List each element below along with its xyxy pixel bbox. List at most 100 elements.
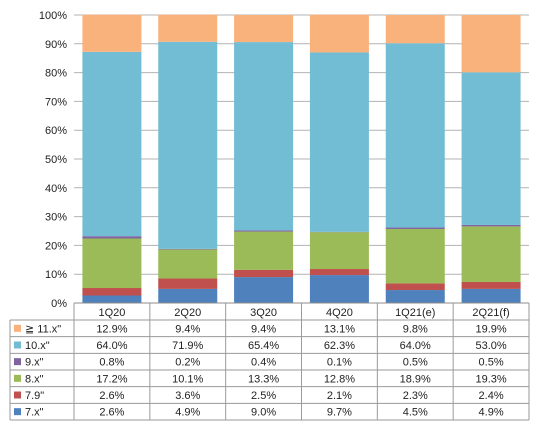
bar-segment xyxy=(385,227,445,229)
data-label: 62.3% xyxy=(324,340,355,352)
legend-swatch xyxy=(14,391,21,399)
x-tick-label: 3Q20 xyxy=(250,307,277,319)
bar-segment xyxy=(82,14,142,52)
y-tick-label: 0% xyxy=(51,298,67,310)
data-label: 18.9% xyxy=(400,373,431,385)
x-tick-label: 4Q20 xyxy=(326,307,353,319)
bar-segment xyxy=(309,52,369,232)
bar-segment xyxy=(385,43,445,228)
bar-segment xyxy=(234,15,294,43)
data-label: 2.1% xyxy=(327,390,352,402)
bar-segment xyxy=(158,41,218,249)
bar-segment xyxy=(234,277,294,303)
data-label: 9.8% xyxy=(403,323,428,335)
data-label: 65.4% xyxy=(248,340,279,352)
legend-label: 10.x" xyxy=(25,340,50,352)
bar-segment xyxy=(461,281,521,289)
data-label: 9.0% xyxy=(251,407,276,419)
gridlines xyxy=(74,14,529,304)
data-label: 0.2% xyxy=(175,357,200,369)
data-table: 1Q20 2Q20 3Q20 4Q20 1Q21(e) 2Q21(f) ≧ 11.x" 12.… xyxy=(9,303,530,421)
legend-swatch xyxy=(14,341,21,349)
bar-segment xyxy=(385,228,445,284)
y-tick-label: 70% xyxy=(45,96,67,108)
bars xyxy=(82,14,521,303)
bar-segment xyxy=(82,295,142,303)
y-tick-label: 100% xyxy=(39,10,67,22)
data-label: 0.8% xyxy=(99,357,124,369)
y-tick-label: 50% xyxy=(45,154,67,166)
bar-segment xyxy=(82,238,142,289)
y-tick-label: 30% xyxy=(45,212,67,224)
bar-segment xyxy=(82,51,142,237)
data-label: 2.6% xyxy=(99,407,124,419)
bar-segment xyxy=(385,290,445,303)
data-label: 19.9% xyxy=(475,323,506,335)
y-tick-label: 10% xyxy=(45,269,67,281)
bar-segment xyxy=(158,14,218,42)
data-label: 3.6% xyxy=(175,390,200,402)
bar-segment xyxy=(234,230,294,232)
x-tick-label: 2Q21(f) xyxy=(472,307,509,319)
y-tick-label: 20% xyxy=(45,240,67,252)
data-label: 12.9% xyxy=(96,323,127,335)
legend-swatch xyxy=(14,408,21,416)
bar-segment xyxy=(82,236,142,239)
data-label: 12.8% xyxy=(324,373,355,385)
bar-segment xyxy=(385,15,445,44)
x-tick-label: 2Q20 xyxy=(174,307,201,319)
data-label: 71.9% xyxy=(172,340,203,352)
data-label: 13.3% xyxy=(248,373,279,385)
data-label: 0.5% xyxy=(479,357,504,369)
bar-segment xyxy=(158,288,218,303)
bar-segment xyxy=(234,42,294,231)
data-label: 4.9% xyxy=(175,407,200,419)
bar-segment xyxy=(158,248,218,250)
legend-swatch xyxy=(14,374,21,382)
bar-segment xyxy=(309,269,369,276)
data-label: 53.0% xyxy=(475,340,506,352)
data-label: 9.7% xyxy=(327,407,352,419)
data-label: 0.5% xyxy=(403,357,428,369)
data-label: 10.1% xyxy=(172,373,203,385)
legend-label: 7.9" xyxy=(25,390,44,402)
legend-label: 8.x" xyxy=(25,373,44,385)
data-label: 2.3% xyxy=(403,390,428,402)
x-tick-label: 1Q21(e) xyxy=(395,307,435,319)
data-label: 64.0% xyxy=(96,340,127,352)
y-tick-label: 40% xyxy=(45,183,67,195)
bar-segment xyxy=(461,224,521,227)
y-tick-label: 60% xyxy=(45,125,67,137)
bar-segment xyxy=(158,278,218,289)
data-label: 2.6% xyxy=(99,390,124,402)
bar-segment xyxy=(461,72,521,225)
data-label: 2.5% xyxy=(251,390,276,402)
bar-segment xyxy=(309,232,369,270)
bar-segment xyxy=(461,288,521,303)
data-label: 9.4% xyxy=(175,323,200,335)
legend-label: 9.x" xyxy=(25,357,44,369)
bar-segment xyxy=(309,14,369,53)
data-label: 4.9% xyxy=(479,407,504,419)
x-tick-label: 1Q20 xyxy=(98,307,125,319)
data-label: 13.1% xyxy=(324,323,355,335)
bar-segment xyxy=(461,226,521,282)
legend-label: 7.x" xyxy=(25,407,44,419)
data-label: 64.0% xyxy=(400,340,431,352)
y-tick-label: 80% xyxy=(45,68,67,80)
bar-segment xyxy=(158,249,218,279)
data-label: 17.2% xyxy=(96,373,127,385)
bar-segment xyxy=(461,15,521,73)
data-label: 0.4% xyxy=(251,357,276,369)
legend-label: ≧ 11.x" xyxy=(25,323,61,335)
legend-swatch xyxy=(14,358,21,366)
bar-segment xyxy=(234,231,294,270)
y-tick-label: 90% xyxy=(45,39,67,51)
legend-swatch xyxy=(14,324,21,332)
data-label: 0.1% xyxy=(327,357,352,369)
bar-segment xyxy=(309,275,369,303)
data-label: 2.4% xyxy=(479,390,504,402)
data-label: 4.5% xyxy=(403,407,428,419)
bar-segment xyxy=(82,288,142,296)
